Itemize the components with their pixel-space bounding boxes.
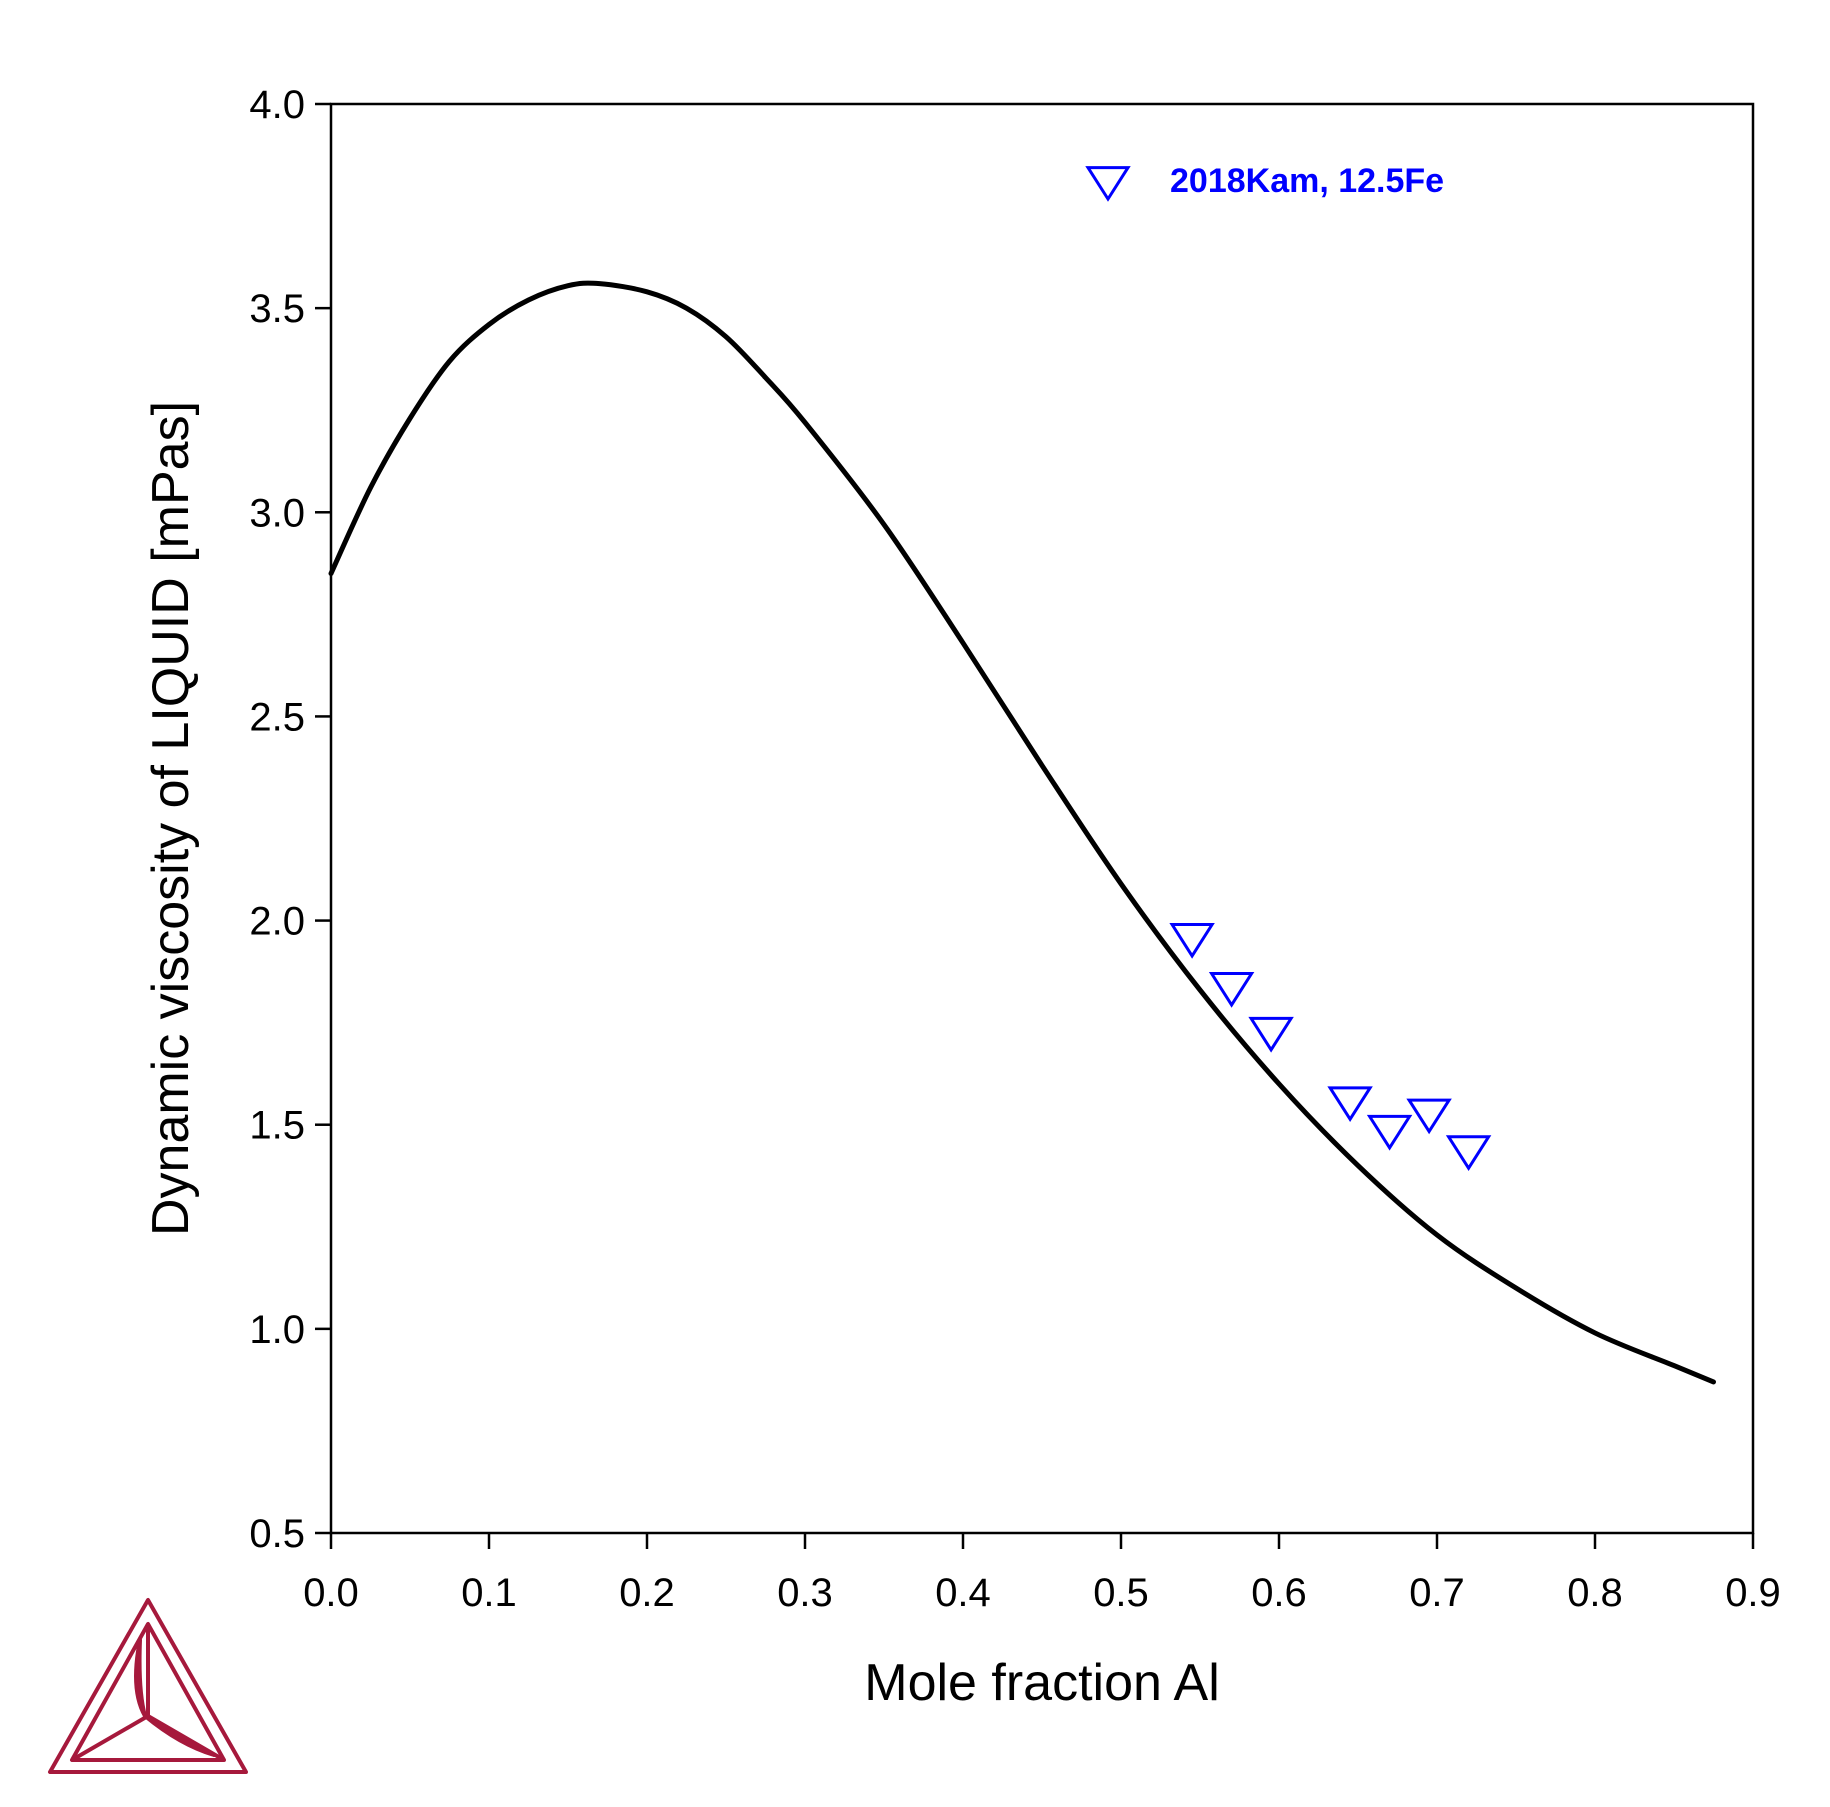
data-point-triangle	[1208, 971, 1255, 1008]
data-point-triangle	[1169, 923, 1215, 959]
x-tick-label: 0.4	[935, 1571, 991, 1615]
x-tick-label: 0.6	[1251, 1571, 1307, 1615]
data-point-triangle	[1327, 1086, 1373, 1123]
x-tick-label: 0.8	[1567, 1571, 1623, 1615]
x-tick-label: 0.3	[777, 1571, 833, 1615]
x-tick-label: 0.5	[1093, 1571, 1149, 1615]
x-tick-label: 0.1	[461, 1571, 517, 1615]
plot-frame	[329, 102, 1755, 1535]
tick-group: 0.0 0.1 0.2 0.3 0.4 0.5 0.6 0.7 0.8 0.9 0.5 1.0 1.5 2…	[249, 83, 1780, 1615]
x-tick-label: 0.0	[303, 1571, 359, 1615]
y-axis-title: Dynamic viscosity of LIQUID [mPas]	[142, 401, 200, 1236]
y-tick-label: 4.0	[249, 83, 305, 127]
x-tick-label: 0.7	[1409, 1571, 1465, 1615]
curve-layer	[328, 280, 1716, 1385]
viscosity-curve	[328, 280, 1716, 1385]
data-point-triangle	[1248, 1016, 1294, 1053]
x-axis-title: Mole fraction Al	[864, 1654, 1220, 1712]
x-tick-label: 0.2	[619, 1571, 675, 1615]
y-tick-label: 1.5	[249, 1104, 305, 1148]
y-tick-label: 2.5	[249, 695, 305, 739]
points-layer	[1169, 923, 1492, 1172]
y-tick-label: 1.0	[249, 1308, 305, 1352]
legend: 2018Kam, 12.5Fe	[1085, 162, 1444, 202]
legend-label: 2018Kam, 12.5Fe	[1170, 162, 1444, 200]
data-point-triangle	[1366, 1114, 1413, 1151]
thermo-calc-logo-icon	[48, 1598, 248, 1774]
y-tick-label: 3.0	[249, 491, 305, 535]
y-tick-label: 2.0	[249, 900, 305, 944]
data-point-triangle	[1445, 1135, 1492, 1172]
legend-marker-triangle-icon	[1085, 166, 1131, 202]
data-point-triangle	[1406, 1098, 1452, 1135]
x-tick-label: 0.9	[1725, 1571, 1781, 1615]
y-tick-label: 0.5	[249, 1512, 305, 1556]
y-tick-label: 3.5	[249, 287, 305, 331]
